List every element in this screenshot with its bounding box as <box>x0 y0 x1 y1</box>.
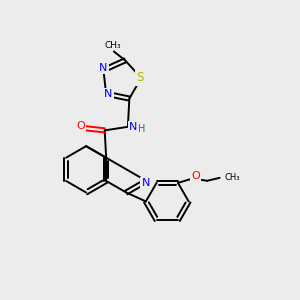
Text: S: S <box>136 71 143 84</box>
Text: N: N <box>142 178 150 188</box>
Text: CH₃: CH₃ <box>225 173 240 182</box>
Text: N: N <box>129 122 137 132</box>
Text: H: H <box>139 124 146 134</box>
Text: N: N <box>104 89 113 99</box>
Text: O: O <box>191 171 200 181</box>
Text: O: O <box>76 121 85 130</box>
Text: N: N <box>99 63 108 73</box>
Text: CH₃: CH₃ <box>104 41 121 50</box>
